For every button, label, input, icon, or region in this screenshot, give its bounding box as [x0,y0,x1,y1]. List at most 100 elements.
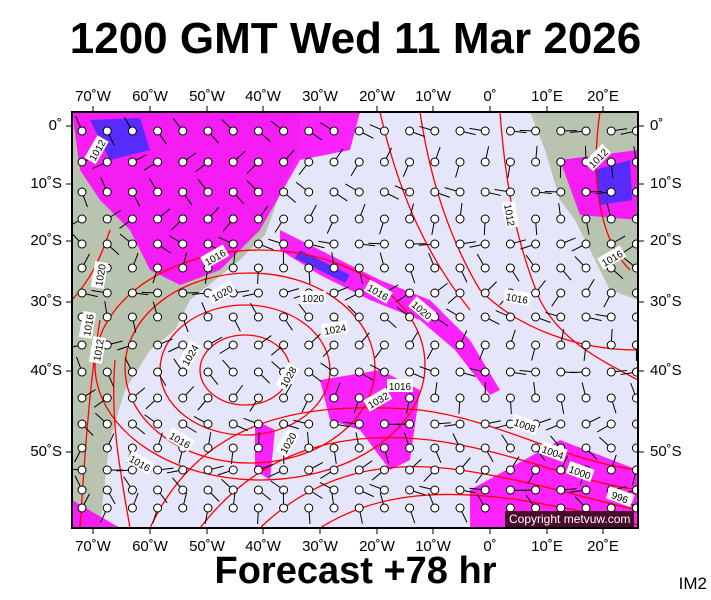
station-marker [279,126,289,136]
station-marker [329,393,339,403]
lon-label-bottom: 40˚W [245,538,281,555]
station-marker [430,340,440,350]
station-marker [430,443,440,453]
station-marker [354,157,364,167]
chart-title: 1200 GMT Wed 11 Mar 2026 [69,14,642,63]
station-marker [455,485,465,495]
station-marker [606,367,616,377]
station-marker [153,157,163,167]
station-marker [430,465,440,475]
station-marker [127,126,137,136]
station-marker [581,419,591,429]
station-marker [455,263,465,273]
station-marker [556,340,566,350]
station-marker [581,485,591,495]
lon-label-top: 10˚E [531,88,563,105]
station-marker [203,312,213,322]
forecast-label: Forecast +78 hr [214,550,497,592]
station-marker [153,367,163,377]
station-marker [606,157,616,167]
map-code: IM2 [678,574,707,593]
station-marker [127,340,137,350]
station-marker [581,239,591,249]
station-marker [77,485,87,495]
lat-label-right: 0˚ [650,117,664,134]
station-marker [253,288,263,298]
station-marker [127,214,137,224]
station-marker [556,263,566,273]
station-marker [455,214,465,224]
station-marker [279,419,289,429]
station-marker [77,465,87,475]
station-marker [203,393,213,403]
station-marker [228,367,238,377]
station-marker [77,367,87,377]
station-marker [354,126,364,136]
station-marker [581,214,591,224]
station-marker [556,157,566,167]
station-marker [480,465,490,475]
station-marker [178,126,188,136]
station-marker [329,485,339,495]
lat-label-left: 50˚S [30,443,62,460]
station-marker [480,263,490,273]
station-marker [505,367,515,377]
station-marker [556,485,566,495]
station-marker [178,393,188,403]
station-marker [556,239,566,249]
station-marker [203,239,213,249]
isobar-label: 1020 [300,291,326,305]
lon-label-bottom: 50˚W [189,538,225,555]
station-marker [228,340,238,350]
station-marker [556,419,566,429]
station-marker [430,419,440,429]
station-marker [505,239,515,249]
isobar-value: 1016 [82,313,97,337]
station-marker [531,465,541,475]
station-marker [430,503,440,513]
station-marker [304,187,314,197]
lat-label-right: 40˚S [650,362,682,379]
station-marker [203,367,213,377]
station-marker [253,465,263,475]
isobar-value: 1012 [501,203,516,227]
isobar-label: 1016 [78,310,97,339]
station-marker [253,187,263,197]
station-marker [405,288,415,298]
station-marker [631,485,638,495]
station-marker [531,393,541,403]
station-marker [455,312,465,322]
station-marker [329,419,339,429]
lon-label-bottom: 70˚W [75,538,111,555]
station-marker [127,367,137,377]
station-marker [178,419,188,429]
lon-label-bottom: 10˚E [531,538,563,555]
station-marker [102,312,112,322]
station-marker [631,263,638,273]
station-marker [480,126,490,136]
station-marker [379,312,389,322]
station-marker [631,214,638,224]
station-marker [304,214,314,224]
station-marker [405,187,415,197]
station-marker [329,288,339,298]
station-marker [531,485,541,495]
station-marker [127,288,137,298]
station-marker [127,419,137,429]
station-marker [228,263,238,273]
station-marker [102,126,112,136]
station-marker [354,443,364,453]
lon-label-top: 0˚ [483,88,497,105]
station-marker [354,419,364,429]
station-marker [153,214,163,224]
station-marker [354,485,364,495]
lat-label-right: 50˚S [650,443,682,460]
station-marker [531,263,541,273]
station-marker [354,214,364,224]
station-marker [379,239,389,249]
station-marker [405,367,415,377]
station-marker [153,485,163,495]
station-marker [77,393,87,403]
station-marker [556,312,566,322]
station-marker [178,263,188,273]
